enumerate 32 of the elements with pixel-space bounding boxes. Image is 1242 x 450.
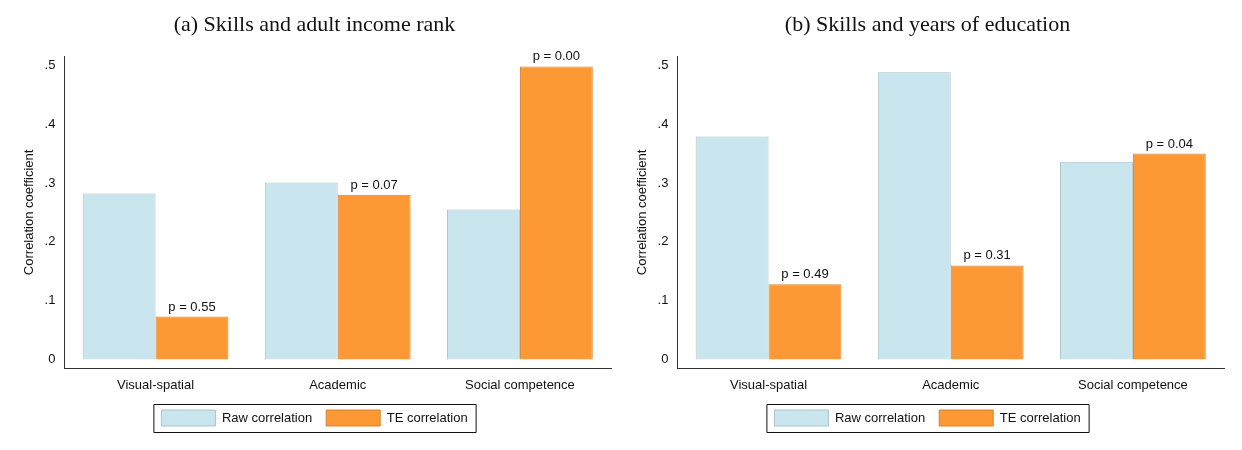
chart-title: (b) Skills and years of education [784,10,1071,36]
y-tick-label: .5 [657,56,669,72]
annotation: p = 0.04 [1145,135,1194,151]
y-tick-label: .2 [44,233,56,249]
x-tick-label: Social competence [464,376,575,392]
x-tick-label: Academic [922,376,980,392]
y-tick-label: 0 [661,351,669,367]
y-tick-label: .4 [44,115,56,131]
y-tick-label: .4 [657,115,669,131]
y-axis-title: Correlation coefficient [21,149,37,276]
legend-label: Raw correlation [834,409,926,425]
x-tick-label: Academic [309,376,367,392]
annotation: p = 0.00 [532,48,581,64]
y-tick-label: .3 [44,174,56,190]
y-tick-label: .1 [657,292,669,308]
chart-title: (a) Skills and adult income rank [173,10,456,36]
annotation: p = 0.49 [781,266,829,282]
x-tick-label: Visual-spatial [116,376,195,392]
y-tick-label: .2 [657,233,669,249]
y-tick-label: .5 [44,56,56,72]
x-tick-label: Visual-spatial [729,376,808,392]
annotation: p = 0.55 [168,298,216,314]
y-tick-label: .1 [44,292,56,308]
y-tick-label: .3 [657,174,669,190]
x-tick-label: Social competence [1077,376,1188,392]
legend-label: Raw correlation [221,409,313,425]
annotation: p = 0.31 [963,247,1011,263]
annotation: p = 0.07 [350,176,398,192]
y-tick-label: 0 [48,351,56,367]
legend-label: TE correlation [386,409,468,425]
y-axis-title: Correlation coefficient [634,149,650,276]
legend-label: TE correlation [999,409,1081,425]
